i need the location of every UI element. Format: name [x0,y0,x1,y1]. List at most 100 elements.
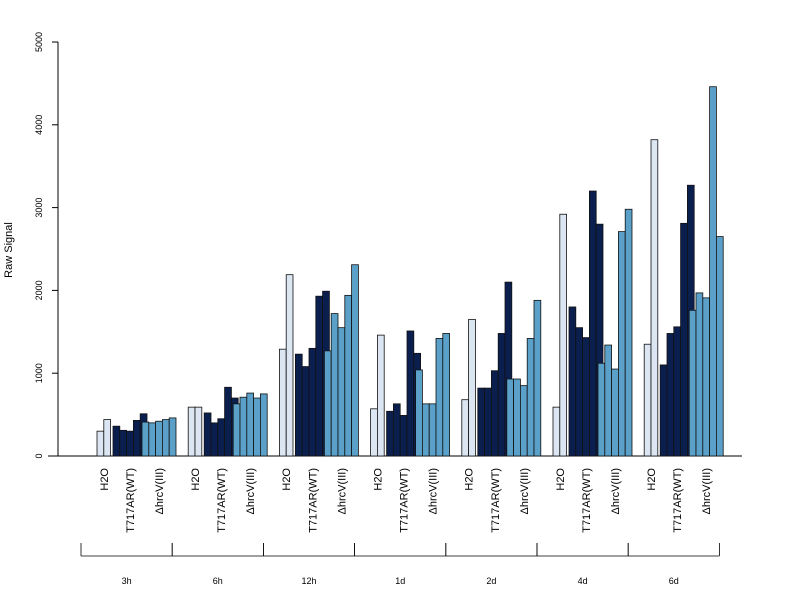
condition-label: T717AR(WT) [125,468,137,533]
condition-label: ΔhrcV(III) [428,468,440,514]
condition-label: H2O [555,468,567,491]
y-tick-label: 4000 [34,115,44,135]
condition-label: T717AR(WT) [216,468,228,533]
time-brackets: 3h 6h 12h 1d 2d 4d 6d [80,543,720,586]
bar [666,333,675,457]
bar [688,309,697,457]
bar [148,422,157,457]
bar [533,299,542,457]
bar [232,403,241,457]
y-tick-label: 2000 [34,280,44,300]
bar [259,393,268,457]
bar [650,139,659,457]
condition-label: ΔhrcV(III) [245,468,257,514]
time-label: 6h [213,576,223,586]
bar [597,362,606,457]
bar [589,190,597,457]
bar [155,420,163,457]
condition-label: ΔhrcV(III) [336,468,348,514]
bar [484,387,492,457]
bar [421,403,430,457]
bar [315,295,323,457]
time-label: 1d [395,576,405,586]
bar [702,297,710,457]
bar [119,429,128,457]
bar [132,419,141,457]
bar [513,378,521,457]
condition-label: T717AR(WT) [581,468,593,533]
condition-label: ΔhrcV(III) [610,468,622,514]
condition-label: H2O [281,468,293,491]
bar [126,430,134,457]
bar [217,418,226,457]
bar [552,406,561,457]
bar [461,399,469,457]
time-label: 12h [301,576,316,586]
bar [337,327,346,457]
bar [392,403,401,457]
bar [330,313,339,457]
bar [224,386,232,457]
bar [210,422,219,457]
y-axis-label: Raw Signal [3,222,15,278]
bar [406,330,415,457]
bar [103,419,112,457]
bar [253,397,261,457]
condition-label: ΔhrcV(III) [701,468,713,514]
bar [112,425,121,457]
condition-label: T717AR(WT) [399,468,411,533]
condition-label: T717AR(WT) [490,468,502,533]
bar [308,347,317,457]
bar [611,368,619,457]
bar [239,396,248,457]
bar [96,430,105,457]
bar [673,326,681,457]
bar [370,408,378,457]
bar [506,378,514,457]
y-tick-label: 3000 [34,198,44,218]
bar [415,369,423,457]
bar [187,406,196,457]
bar [624,208,633,457]
bar [428,403,437,457]
bar [246,392,255,457]
bar [386,410,394,457]
condition-label: T717AR(WT) [672,468,684,533]
bar [376,334,385,457]
y-tick-label: 1000 [34,363,44,383]
bar [716,236,724,457]
bar [203,412,212,457]
bar [559,213,567,457]
time-label: 2d [486,576,496,586]
bar [477,387,485,457]
bar [435,338,444,457]
bar [194,406,203,457]
condition-label: ΔhrcV(III) [519,468,531,514]
bar [442,333,450,457]
condition-label: H2O [464,468,476,491]
condition-label: H2O [646,468,658,491]
bar [344,294,352,457]
bar [575,327,583,457]
bar [520,385,528,457]
time-label: 3h [122,576,132,586]
bar [709,86,717,457]
y-tick-label: 5000 [34,32,44,52]
time-label: 4d [578,576,588,586]
bar [294,353,303,457]
condition-label: T717AR(WT) [307,468,319,533]
bar [582,337,590,457]
bar [526,338,535,457]
bar [468,318,476,457]
bar [643,343,652,457]
bar [618,231,626,457]
bar [399,415,408,457]
condition-label: ΔhrcV(III) [154,468,166,514]
bar [604,344,612,457]
y-axis: 0 1000 2000 3000 4000 5000 [34,32,742,459]
bar [659,364,668,457]
bar [168,417,177,457]
bar [680,222,688,457]
